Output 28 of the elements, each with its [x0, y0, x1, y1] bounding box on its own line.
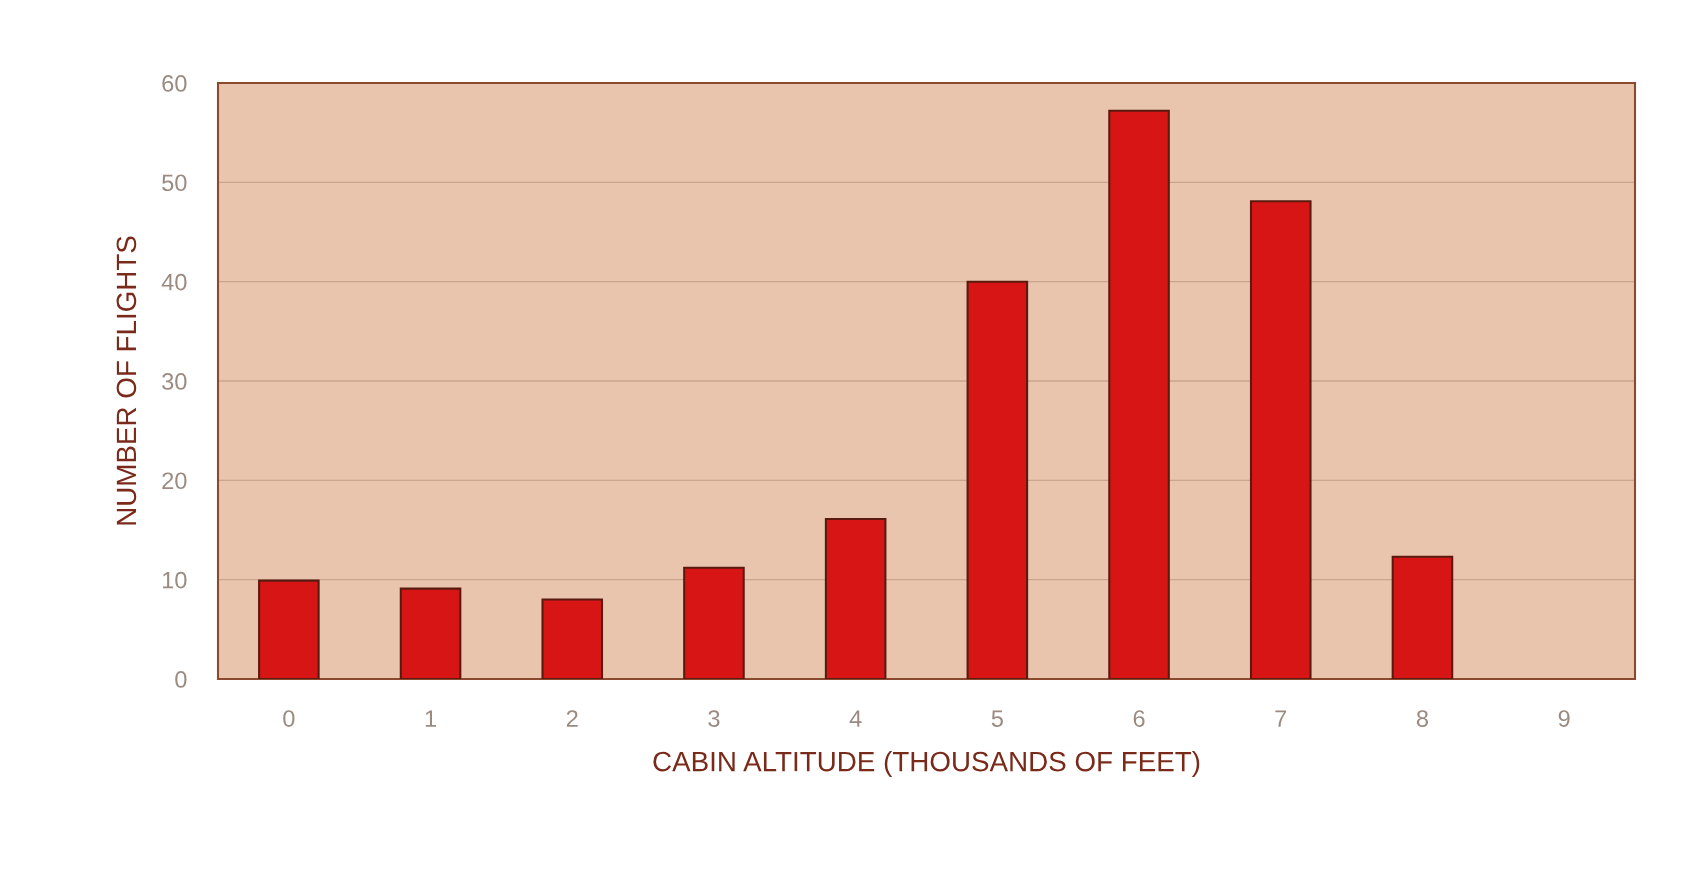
x-tick-label: 0: [283, 710, 295, 727]
bar: [824, 518, 887, 679]
x-tick-label: 2: [566, 710, 578, 727]
x-tick-label: 4: [849, 710, 862, 727]
y-tick-label: 0: [175, 671, 187, 688]
x-tick-label: 8: [1416, 710, 1428, 727]
x-tick-label: 6: [1133, 710, 1145, 727]
y-tick-label: 10: [162, 571, 187, 589]
bar: [399, 587, 462, 679]
bar: [1391, 555, 1454, 679]
bar: [683, 566, 745, 679]
bar: [1108, 109, 1170, 679]
y-tick-label: 30: [162, 373, 187, 390]
y-tick-label: 60: [162, 75, 187, 92]
x-tick-label: 3: [708, 710, 720, 727]
x-tick-label: 9: [1558, 710, 1570, 727]
bar: [966, 280, 1029, 679]
y-tick-label: 50: [162, 174, 187, 192]
x-tick-label: 5: [991, 710, 1003, 727]
x-axis-title: CABIN ALTITUDE (THOUSANDS OF FEET): [653, 751, 1200, 777]
bar: [258, 579, 320, 679]
x-tick-label: 7: [1275, 710, 1287, 727]
x-tick-label: 1: [425, 710, 436, 727]
bar: [541, 598, 604, 679]
y-tick-label: 20: [162, 472, 187, 490]
y-axis-title: NUMBER OF FLIGHTS: [116, 236, 137, 525]
y-tick-label: 40: [161, 273, 187, 291]
bar: [1249, 200, 1312, 679]
